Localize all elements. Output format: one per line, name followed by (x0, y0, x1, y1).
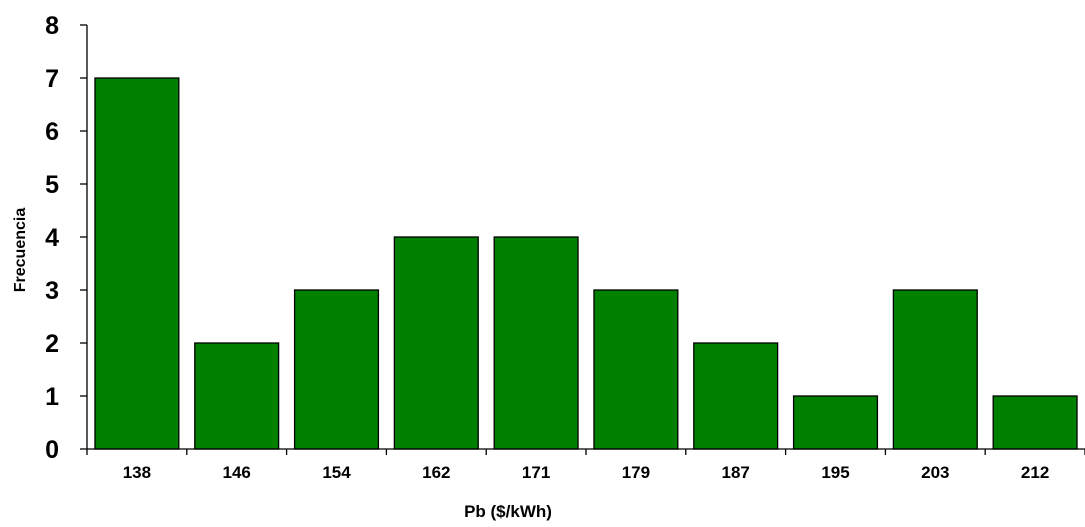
x-tick-label: 195 (821, 463, 849, 482)
bar-203 (892, 289, 978, 450)
x-tick-label: 212 (1021, 463, 1049, 482)
x-tick-label: 179 (622, 463, 650, 482)
bar-179 (593, 289, 679, 450)
y-tick-label: 4 (45, 224, 59, 252)
y-tick-label: 6 (45, 118, 59, 146)
y-tick-label: 7 (45, 65, 59, 93)
x-tick-label: 138 (123, 463, 151, 482)
y-tick-label: 3 (45, 277, 59, 305)
x-tick-label: 146 (223, 463, 251, 482)
y-tick-label: 1 (45, 383, 59, 411)
bar-212 (992, 395, 1078, 450)
y-axis-ticks: 0 1 2 3 4 5 6 7 8 (45, 12, 87, 464)
bar-146 (194, 342, 280, 450)
y-axis-title: Frecuencia (12, 208, 29, 293)
bar-138 (94, 77, 180, 450)
bar-171 (493, 236, 579, 450)
y-tick-label: 5 (45, 171, 59, 199)
bar-195 (792, 395, 879, 450)
bar-162 (393, 236, 479, 450)
x-axis-ticks: 138 146 154 162 171 179 187 195 203 212 (86, 449, 1085, 482)
bar-154 (293, 289, 380, 450)
x-axis-title: Pb ($/kWh) (464, 502, 552, 521)
y-tick-label: 0 (45, 436, 59, 464)
x-tick-label: 171 (522, 463, 550, 482)
x-tick-label: 187 (722, 463, 750, 482)
bars-group (94, 77, 1078, 450)
y-tick-label: 2 (45, 330, 59, 358)
x-tick-label: 154 (322, 463, 351, 482)
y-tick-label: 8 (45, 12, 59, 40)
x-tick-label: 162 (422, 463, 450, 482)
bar-187 (693, 342, 779, 450)
x-tick-label: 203 (921, 463, 949, 482)
